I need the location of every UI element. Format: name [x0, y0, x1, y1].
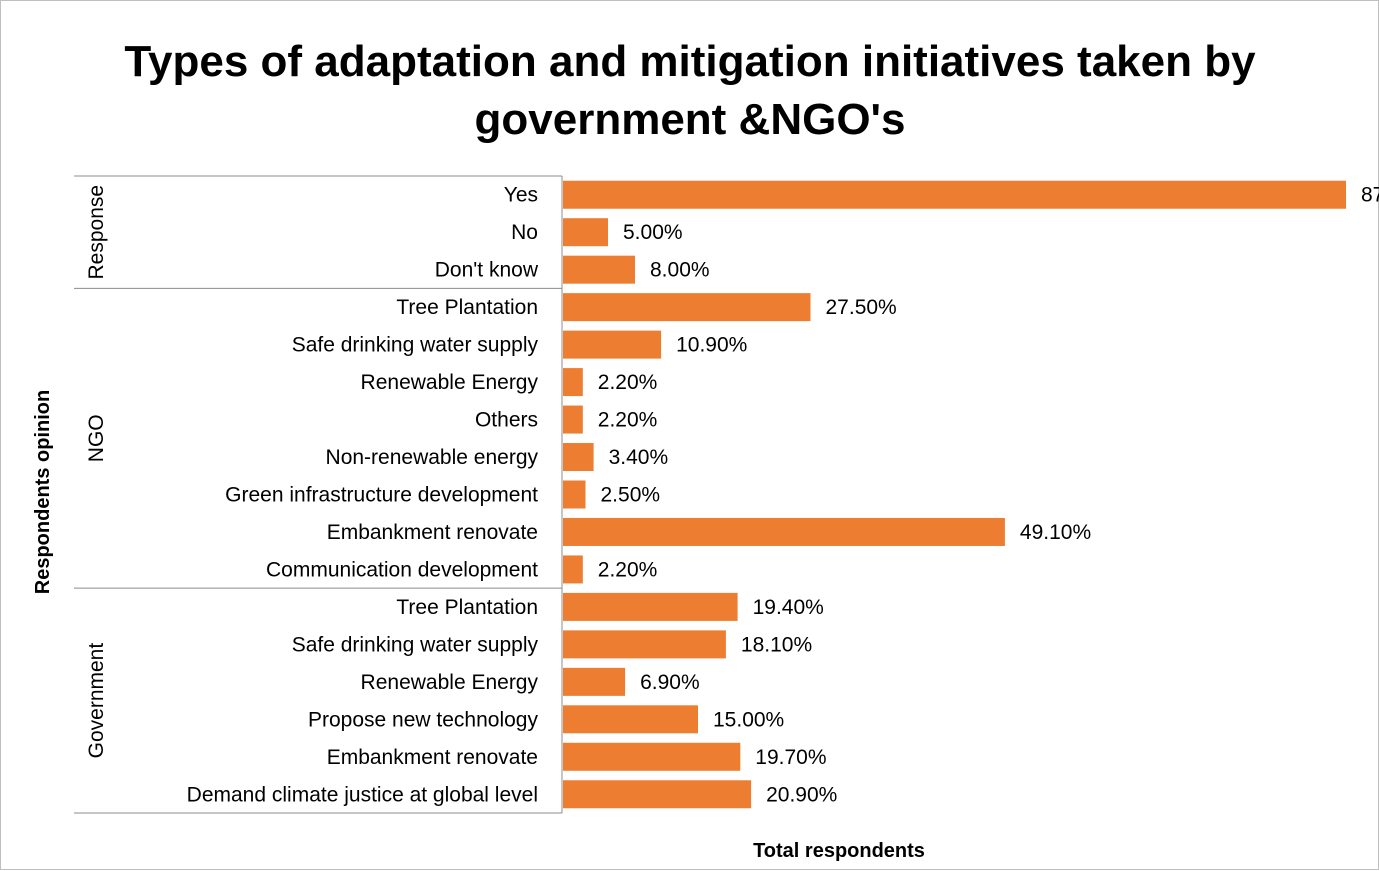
- category-label: Safe drinking water supply: [292, 334, 539, 357]
- data-label: 15.00%: [713, 708, 784, 731]
- data-label: 49.10%: [1020, 521, 1091, 544]
- data-label: 2.20%: [598, 371, 658, 394]
- bar: [563, 705, 698, 734]
- bar: [563, 480, 586, 509]
- category-label: Don't know: [435, 259, 539, 282]
- data-label: 6.90%: [640, 671, 700, 694]
- data-label: 3.40%: [609, 446, 669, 469]
- data-label: 18.10%: [741, 633, 812, 656]
- group-label: NGO: [85, 414, 108, 462]
- bar: [563, 517, 1005, 546]
- category-label: Propose new technology: [308, 708, 538, 731]
- bar: [563, 667, 626, 696]
- category-label: Yes: [504, 184, 538, 207]
- data-label: 8.00%: [650, 259, 710, 282]
- category-label: Embankment renovate: [327, 746, 538, 769]
- bar: [563, 218, 608, 247]
- data-label: 19.40%: [753, 596, 824, 619]
- data-label: 2.20%: [598, 409, 658, 432]
- bar: [563, 330, 662, 359]
- bar: [563, 742, 741, 771]
- x-axis-title: Total respondents: [753, 840, 925, 862]
- category-label: Communication development: [266, 558, 538, 581]
- chart-title-line-1: Types of adaptation and mitigation initi…: [124, 37, 1256, 86]
- data-label: 5.00%: [623, 221, 683, 244]
- category-label: Tree Plantation: [396, 596, 538, 619]
- data-label: 19.70%: [755, 746, 826, 769]
- group-label: Response: [85, 185, 108, 280]
- data-label: 87.00%: [1361, 184, 1379, 207]
- bar: [563, 405, 583, 434]
- category-label: Tree Plantation: [396, 296, 538, 319]
- bar: [563, 592, 738, 621]
- bar: [563, 368, 583, 397]
- category-label: Safe drinking water supply: [292, 633, 539, 656]
- category-label: Others: [475, 409, 538, 432]
- category-label: Embankment renovate: [327, 521, 538, 544]
- bar: [563, 443, 594, 472]
- bar: [563, 255, 635, 284]
- y-axis-title: Respondents opinion: [32, 390, 54, 594]
- category-label: Demand climate justice at global level: [187, 783, 538, 806]
- data-label: 10.90%: [676, 334, 747, 357]
- category-label: Green infrastructure development: [225, 483, 538, 506]
- bar: [563, 630, 726, 659]
- category-label: Non-renewable energy: [326, 446, 539, 469]
- data-label: 2.20%: [598, 558, 658, 581]
- bar: [563, 555, 583, 584]
- bar: [563, 293, 811, 322]
- data-label: 2.50%: [601, 483, 661, 506]
- category-label: Renewable Energy: [361, 371, 539, 394]
- plot-area: Yes 87.00% No 5.00% Don't know 8.00% Response T…: [74, 175, 1379, 814]
- bar: [563, 780, 752, 809]
- chart-title-line-2: government &NGO's: [475, 95, 906, 144]
- group-label: Government: [85, 643, 108, 759]
- category-label: No: [511, 221, 538, 244]
- bar: [563, 180, 1346, 209]
- data-label: 27.50%: [826, 296, 897, 319]
- data-label: 20.90%: [766, 783, 837, 806]
- category-label: Renewable Energy: [361, 671, 539, 694]
